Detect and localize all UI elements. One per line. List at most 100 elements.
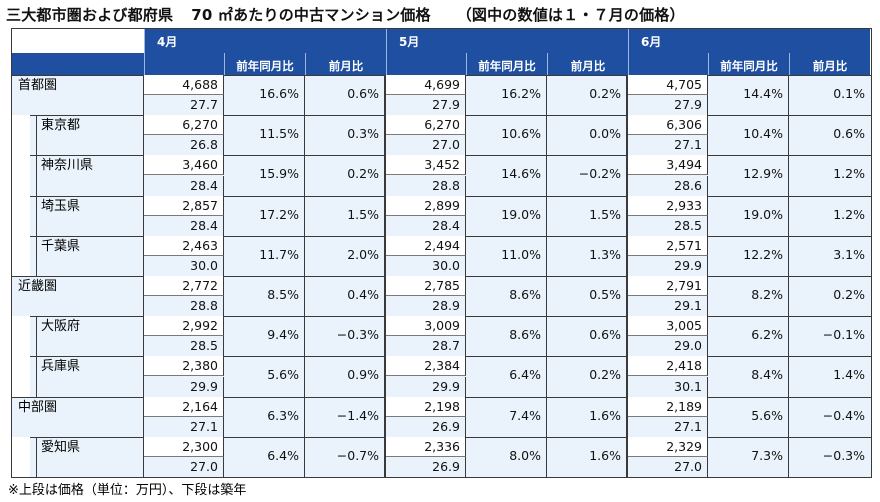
building-age-value: 28.4 xyxy=(144,175,224,196)
yoy-value: 6.4% xyxy=(466,356,547,397)
title-part-1: 三大都市圏および都府県 xyxy=(6,6,174,24)
yoy-value: 8.0% xyxy=(466,436,547,477)
mom-subheader: 前月比 xyxy=(547,53,628,75)
title-part-2: 70 ㎡あたりの中古マンション価格 xyxy=(191,6,431,24)
mom-subheader: 前月比 xyxy=(305,53,386,75)
mom-value: 1.5% xyxy=(547,195,628,236)
yoy-value: 14.6% xyxy=(466,155,547,196)
mom-value: 0.2% xyxy=(547,356,628,397)
mom-subheader: 前月比 xyxy=(789,53,870,75)
building-age-value: 27.1 xyxy=(628,135,708,156)
price-value: 3,005 xyxy=(628,316,708,337)
yoy-value: 16.2% xyxy=(466,75,547,116)
building-age-value: 28.8 xyxy=(386,175,466,196)
price-value: 2,791 xyxy=(628,276,708,297)
page-title: 三大都市圏および都府県 70 ㎡あたりの中古マンション価格 （図中の数値は１・７月の… xyxy=(6,4,876,26)
yoy-value: 19.0% xyxy=(466,195,547,236)
building-age-value: 27.0 xyxy=(386,135,466,156)
building-age-value: 26.9 xyxy=(386,456,466,477)
building-age-value: 28.6 xyxy=(628,175,708,196)
region-name: 兵庫県 xyxy=(36,356,144,397)
region-name: 神奈川県 xyxy=(36,155,144,196)
building-age-value: 28.7 xyxy=(386,336,466,357)
region-name: 東京都 xyxy=(36,115,144,156)
yoy-value: 16.6% xyxy=(224,75,305,116)
yoy-value: 6.3% xyxy=(224,396,305,437)
price-value: 3,009 xyxy=(386,316,466,337)
price-value: 2,329 xyxy=(628,436,708,457)
price-value: 4,699 xyxy=(386,75,466,96)
yoy-value: 11.7% xyxy=(224,235,305,276)
mom-value: 0.2% xyxy=(305,155,386,196)
mom-value: −0.2% xyxy=(547,155,628,196)
building-age-value: 30.0 xyxy=(386,255,466,276)
region-name: 中部圏 xyxy=(12,396,144,437)
price-value: 2,772 xyxy=(144,276,224,297)
price-value: 2,899 xyxy=(386,195,466,216)
indent-strip xyxy=(12,316,30,397)
building-age-value: 27.1 xyxy=(144,416,224,437)
price-value: 2,189 xyxy=(628,396,708,417)
price-value: 3,494 xyxy=(628,155,708,176)
mom-value: 0.6% xyxy=(305,75,386,116)
mom-value: −1.4% xyxy=(305,396,386,437)
mom-value: 1.6% xyxy=(547,436,628,477)
yoy-subheader: 前年同月比 xyxy=(224,53,305,75)
yoy-value: 10.6% xyxy=(466,115,547,156)
building-age-value: 27.0 xyxy=(144,456,224,477)
mom-value: 1.3% xyxy=(547,235,628,276)
mom-value: 1.6% xyxy=(547,396,628,437)
mom-value: 0.9% xyxy=(305,356,386,397)
yoy-value: 6.2% xyxy=(708,316,789,357)
header-corner xyxy=(12,29,144,53)
building-age-value: 29.9 xyxy=(386,376,466,397)
price-value: 2,992 xyxy=(144,316,224,337)
month-header: 6月 xyxy=(628,29,870,53)
yoy-subheader: 前年同月比 xyxy=(466,53,547,75)
building-age-value: 29.9 xyxy=(628,255,708,276)
yoy-value: 5.6% xyxy=(708,396,789,437)
yoy-value: 5.6% xyxy=(224,356,305,397)
mom-value: 1.2% xyxy=(833,206,865,222)
yoy-value: 15.9% xyxy=(224,155,305,196)
price-value: 6,270 xyxy=(386,115,466,136)
mom-value: 0.6% xyxy=(833,126,865,142)
price-value: 2,384 xyxy=(386,356,466,377)
price-value: 4,705 xyxy=(628,75,708,96)
price-value: 2,571 xyxy=(628,235,708,256)
building-age-value: 29.0 xyxy=(628,336,708,357)
price-subheader xyxy=(386,53,466,75)
building-age-value: 28.8 xyxy=(144,296,224,317)
price-value: 6,270 xyxy=(144,115,224,136)
region-name: 埼玉県 xyxy=(36,195,144,236)
building-age-value: 29.1 xyxy=(628,296,708,317)
mom-value: −0.1% xyxy=(822,327,865,343)
mom-value: −0.3% xyxy=(822,447,865,463)
building-age-value: 27.9 xyxy=(628,95,708,116)
mom-value: 0.0% xyxy=(547,115,628,156)
price-value: 2,933 xyxy=(628,195,708,216)
yoy-value: 6.4% xyxy=(224,436,305,477)
yoy-value: 11.5% xyxy=(224,115,305,156)
footnote: ※上段は価格（単位：万円）、下段は築年 xyxy=(8,483,247,498)
price-value: 2,463 xyxy=(144,235,224,256)
price-value: 2,336 xyxy=(386,436,466,457)
region-name: 大阪府 xyxy=(36,316,144,357)
indent-strip xyxy=(12,115,30,276)
building-age-value: 30.0 xyxy=(144,255,224,276)
price-subheader xyxy=(628,53,708,75)
price-value: 3,452 xyxy=(386,155,466,176)
yoy-value: 8.5% xyxy=(224,276,305,317)
mom-value: 0.4% xyxy=(305,276,386,317)
yoy-value: 8.4% xyxy=(708,356,789,397)
region-name: 首都圏 xyxy=(12,75,144,116)
price-value: 2,300 xyxy=(144,436,224,457)
yoy-value: 7.4% xyxy=(466,396,547,437)
mom-value: 0.6% xyxy=(547,316,628,357)
building-age-value: 26.9 xyxy=(386,416,466,437)
yoy-value: 8.6% xyxy=(466,276,547,317)
yoy-value: 9.4% xyxy=(224,316,305,357)
price-value: 2,198 xyxy=(386,396,466,417)
price-table: 4月 前年同月比 前月比 5月 前年同月比 前月比 6月 前年同月比 前月比 首都圏 4,688 27… xyxy=(11,28,872,478)
building-age-value: 28.4 xyxy=(144,215,224,236)
